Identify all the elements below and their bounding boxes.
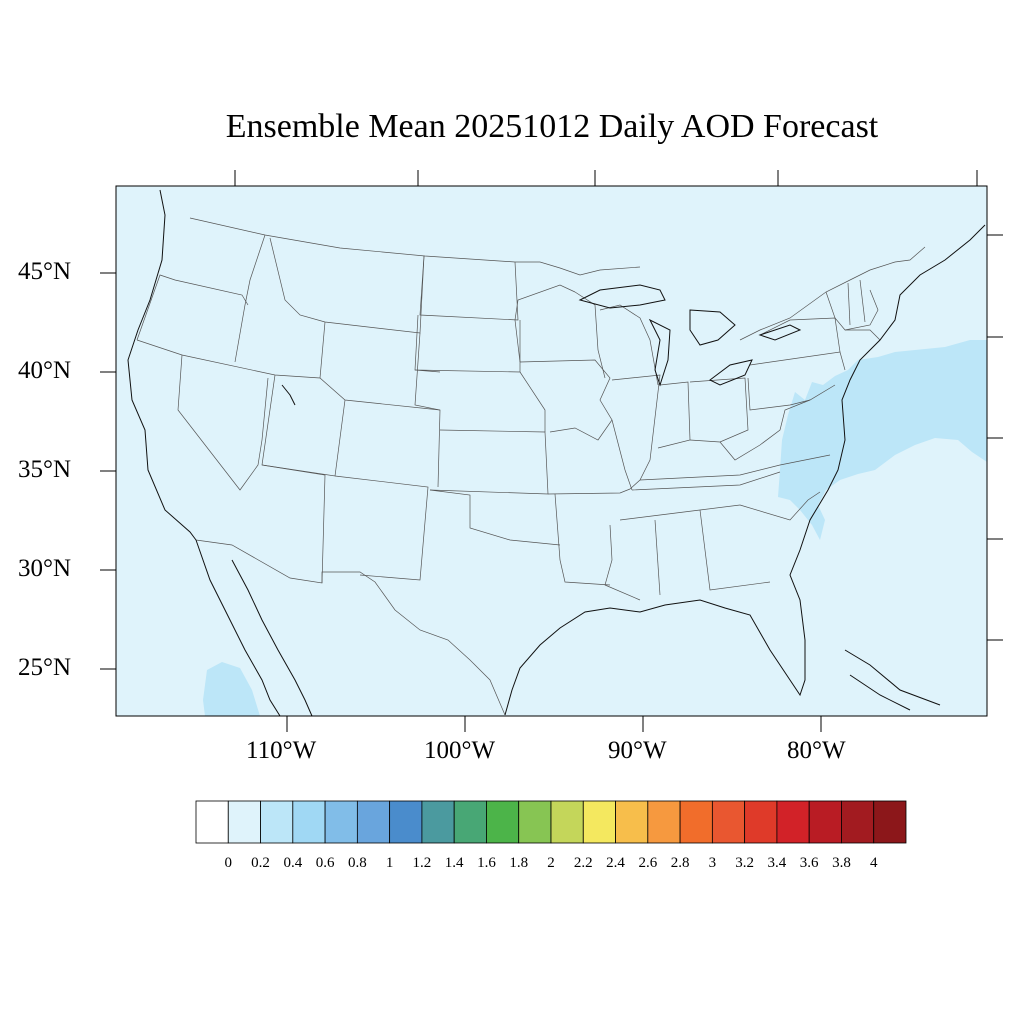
colorbar-tick-label: 1.8 [509,855,529,871]
colorbar-tick-label: 4 [869,855,878,871]
colorbar-swatch [550,800,584,844]
colorbar-swatch [615,800,649,844]
lon-label-80w: 80°W [787,737,846,764]
colorbar-swatch [744,800,778,844]
colorbar-swatch [421,800,455,844]
colorbar-tick-label: 0.4 [283,855,303,871]
lon-label-90w: 90°W [608,737,667,764]
lat-label-45n: 45°N [18,258,72,285]
colorbar-swatch [292,800,326,844]
colorbar-swatch [453,800,487,844]
right-ticks [987,234,1003,641]
map-title: Ensemble Mean 20251012 Daily AOD Forecas… [225,108,879,145]
colorbar-tick-label: 0.8 [347,855,367,871]
bottom-ticks [286,716,822,732]
lat-label-35n: 35°N [18,456,72,483]
lon-label-110w: 110°W [246,737,317,764]
colorbar-tick-label: 0 [224,855,233,871]
colorbar-swatch [711,800,746,844]
state-boundaries [136,217,926,716]
colorbar-swatch [647,800,681,844]
colorbar-swatch [389,800,423,844]
colorbar-swatch [582,800,616,844]
colorbar-swatch [324,800,358,844]
colorbar-swatch [808,800,842,844]
colorbar-swatch [679,800,713,844]
colorbar-tick-label: 2 [547,855,555,871]
colorbar-tick-label: 1.2 [412,855,432,871]
colorbar-swatch [873,800,907,844]
colorbar-tick-label: 0.2 [251,855,270,871]
colorbar-tick-label: 1.6 [477,855,496,871]
left-ticks [100,272,116,670]
aod-region-baja [203,662,260,716]
colorbar-swatch [195,800,229,844]
colorbar-tick-label: 3.4 [767,855,787,871]
map-frame [115,185,988,717]
colorbar-swatch [776,800,810,844]
coastlines [127,189,986,717]
colorbar-tick-label: 0.6 [315,855,335,871]
colorbar-swatch [486,800,520,844]
colorbar-swatch [227,800,261,844]
colorbar-tick-label: 2.8 [670,855,690,871]
colorbar-tick-label: 3.6 [799,855,819,871]
colorbar-swatch [356,800,391,844]
aod-region-atlantic [778,340,987,540]
colorbar-tick-label: 3.2 [735,855,754,871]
lon-label-100w: 100°W [424,737,496,764]
colorbar-tick-label: 2.6 [638,855,658,871]
colorbar-swatch [260,800,294,844]
lat-label-40n: 40°N [18,357,72,384]
colorbar-tick-label: 1.4 [444,855,464,871]
colorbar-tick-label: 3 [708,855,717,871]
colorbar-tick-label: 3.8 [832,855,851,871]
colorbar-tick-label: 2.4 [606,855,625,871]
lat-label-25n: 25°N [18,654,72,681]
lat-label-30n: 30°N [18,555,72,582]
colorbar-tick-label: 1 [385,855,394,871]
colorbar-tick-label: 2.2 [573,855,593,871]
colorbar-swatch [841,800,875,844]
colorbar [195,800,907,844]
top-ticks [234,170,978,186]
colorbar-swatch [518,800,552,844]
